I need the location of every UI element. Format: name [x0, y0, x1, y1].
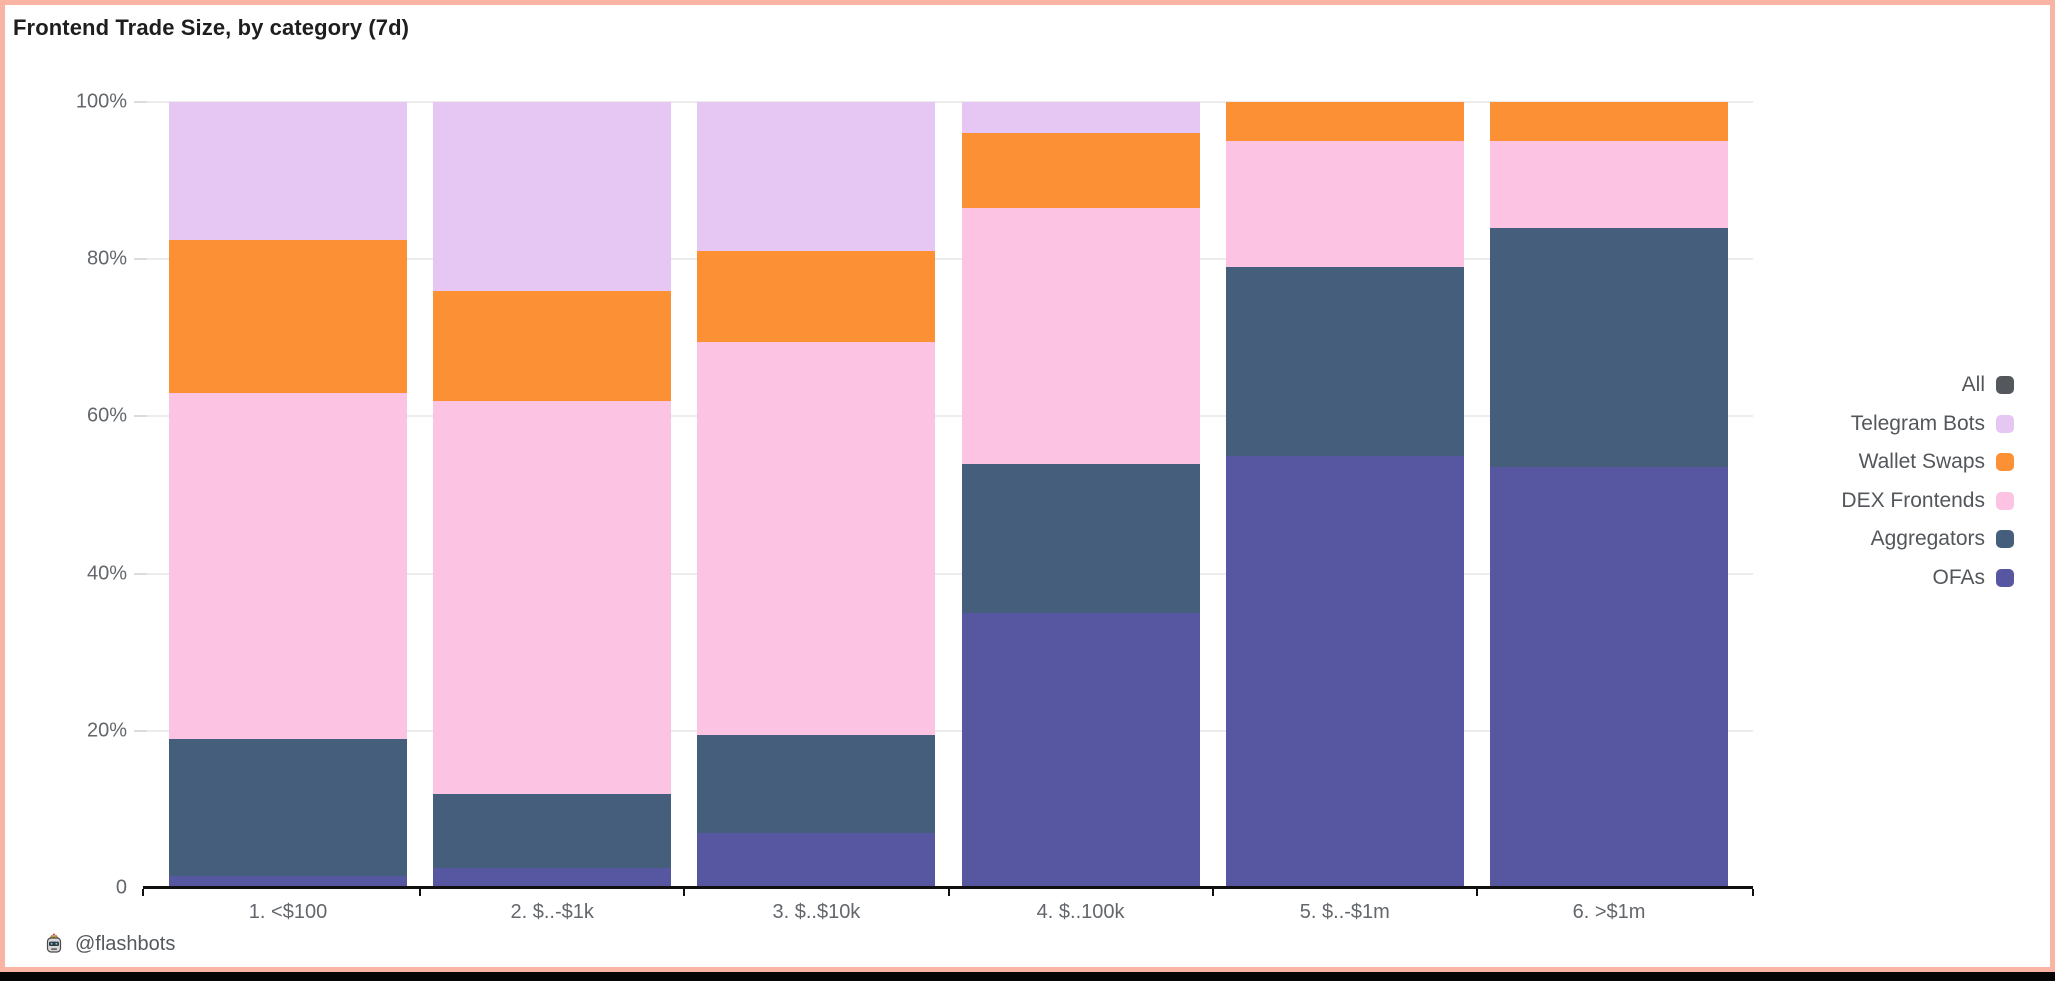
- legend-label: DEX Frontends: [1841, 488, 1985, 512]
- legend-swatch: [1996, 568, 2014, 587]
- bar-segment-telegram-bots: [961, 102, 1200, 134]
- y-axis-label: 20%: [86, 719, 127, 742]
- bar-segment-wallet-swaps: [961, 133, 1200, 209]
- legend-label: Telegram Bots: [1850, 411, 1985, 435]
- legend-label: Aggregators: [1870, 527, 1985, 551]
- bar-segment-ofas: [169, 876, 407, 888]
- bar-segment-wallet-swaps: [169, 239, 407, 393]
- y-axis-label: 40%: [86, 562, 127, 585]
- chart-title: Frontend Trade Size, by category (7d): [13, 15, 410, 40]
- x-axis-tick: [1752, 889, 1754, 896]
- x-axis-tick: [683, 889, 686, 896]
- footer: @flashbots: [42, 932, 175, 956]
- x-axis-line: [143, 886, 1753, 889]
- bar-segment-telegram-bots: [697, 102, 936, 252]
- bar-segment-ofas: [1490, 467, 1728, 888]
- x-axis-category-label: 5. $..-$1m: [1299, 901, 1390, 923]
- y-gridline: [143, 729, 1753, 732]
- bar-segment-aggregators: [169, 738, 407, 877]
- legend-item-telegram-bots: Telegram Bots: [1841, 405, 2014, 444]
- flashbots-robot-icon: [42, 932, 66, 956]
- bar-segment-dex-frontends: [1225, 141, 1464, 268]
- y-axis-tick: [134, 729, 147, 732]
- bottom-black-strip: [0, 972, 2055, 981]
- legend-swatch: [1996, 530, 2014, 549]
- y-gridline: [143, 572, 1753, 575]
- bar-segment-dex-frontends: [697, 341, 936, 735]
- x-axis-tick: [1211, 889, 1214, 896]
- y-axis-label: 100%: [75, 90, 127, 113]
- footer-handle: @flashbots: [75, 932, 176, 955]
- bar-segment-aggregators: [433, 793, 672, 869]
- y-gridline: [143, 415, 1753, 418]
- bar-segment-aggregators: [1225, 267, 1464, 456]
- x-axis-tick: [419, 889, 422, 896]
- chart-legend: All Telegram Bots Wallet Swaps DEX Frontend…: [1841, 366, 2014, 597]
- bar-segment-aggregators: [961, 463, 1200, 613]
- y-axis-label: 80%: [86, 247, 127, 270]
- x-axis-tick: [1475, 889, 1478, 896]
- y-axis-tick: [134, 415, 147, 418]
- x-axis-category-label: 3. $..$10k: [772, 901, 861, 923]
- bar-segment-aggregators: [697, 734, 936, 833]
- bar-segment-telegram-bots: [169, 102, 407, 240]
- bar-segment-wallet-swaps: [697, 251, 936, 342]
- bar-segment-ofas: [1225, 455, 1464, 888]
- y-gridline: [143, 258, 1753, 261]
- y-axis-tick: [134, 101, 147, 103]
- legend-swatch: [1996, 491, 2014, 510]
- x-axis-category-label: 2. $..-$1k: [510, 901, 594, 923]
- legend-item-wallet-swaps: Wallet Swaps: [1841, 443, 2014, 482]
- legend-swatch: [1996, 376, 2014, 395]
- x-axis-category-label: 6. >$1m: [1572, 901, 1646, 923]
- bar-segment-dex-frontends: [169, 392, 407, 739]
- x-axis-category-label: 1. <$100: [248, 901, 328, 923]
- bar-segment-dex-frontends: [1490, 141, 1728, 228]
- legend-item-all: All: [1841, 366, 2014, 405]
- y-gridline: [143, 101, 1753, 103]
- bar-segment-ofas: [433, 868, 672, 888]
- y-axis-label: 60%: [86, 404, 127, 427]
- x-axis-tick: [142, 889, 144, 896]
- bar-segment-dex-frontends: [433, 400, 672, 794]
- bar-segment-wallet-swaps: [1225, 102, 1464, 142]
- bar-segment-ofas: [961, 612, 1200, 888]
- legend-label: All: [1961, 373, 1985, 397]
- legend-item-aggregators: Aggregators: [1841, 520, 2014, 559]
- legend-item-ofas: OFAs: [1841, 559, 2014, 598]
- bar-segment-wallet-swaps: [433, 290, 672, 401]
- y-axis-label: 0: [115, 876, 127, 899]
- bar-segment-wallet-swaps: [1490, 102, 1728, 142]
- bar-segment-telegram-bots: [433, 102, 672, 291]
- y-axis-tick: [134, 258, 147, 261]
- legend-swatch: [1996, 414, 2014, 433]
- x-axis-category-label: 4. $..100k: [1036, 901, 1125, 923]
- bar-segment-dex-frontends: [961, 208, 1200, 464]
- x-axis-tick: [947, 889, 950, 896]
- legend-swatch: [1996, 453, 2014, 472]
- bar-segment-ofas: [697, 832, 936, 888]
- bar-segment-aggregators: [1490, 227, 1728, 468]
- legend-item-dex-frontends: DEX Frontends: [1841, 482, 2014, 521]
- legend-label: OFAs: [1932, 565, 1985, 589]
- y-axis-tick: [134, 572, 147, 575]
- legend-label: Wallet Swaps: [1858, 450, 1985, 474]
